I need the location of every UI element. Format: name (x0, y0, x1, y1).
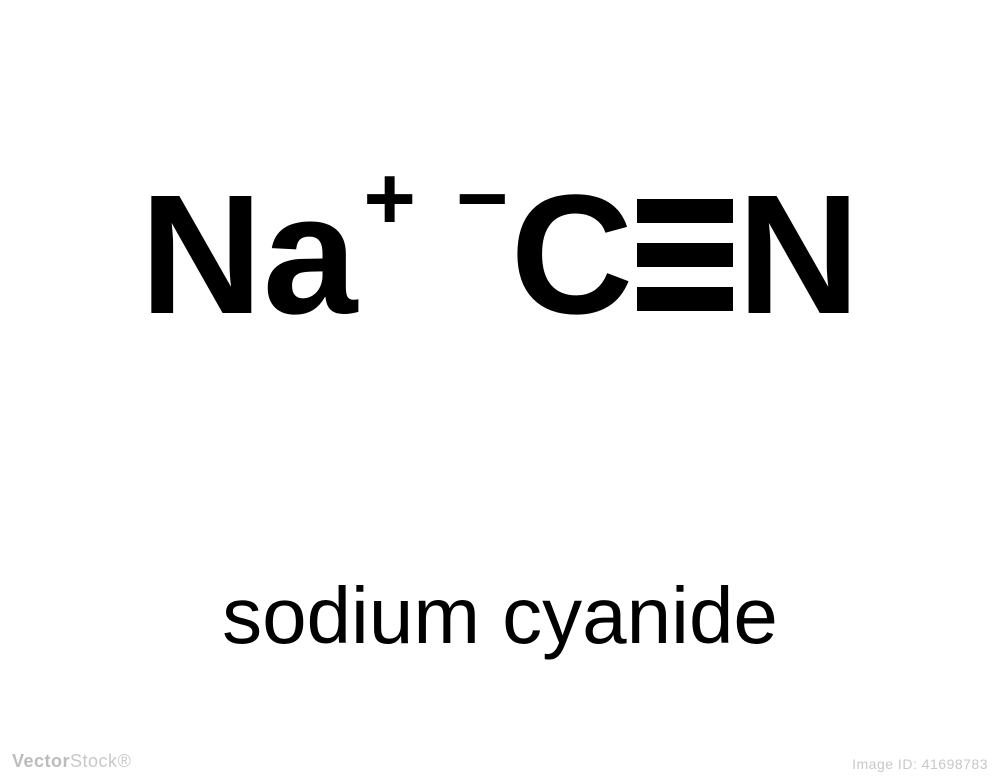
triple-bond-icon (637, 199, 733, 311)
atom-c: C (510, 170, 633, 340)
formula-row: Na + − C N (0, 170, 1000, 340)
chemical-diagram: Na + − C N sodium cyanide VectorStock® I… (0, 0, 1000, 780)
compound-name: sodium cyanide (0, 570, 1000, 662)
atom-na: Na (140, 170, 357, 340)
watermark-id: Image ID: 41698783 (852, 756, 988, 772)
watermark-brand: VectorStock® (12, 751, 131, 772)
charge-plus: + (363, 154, 416, 244)
atom-n: N (737, 170, 860, 340)
charge-minus: − (456, 154, 509, 244)
